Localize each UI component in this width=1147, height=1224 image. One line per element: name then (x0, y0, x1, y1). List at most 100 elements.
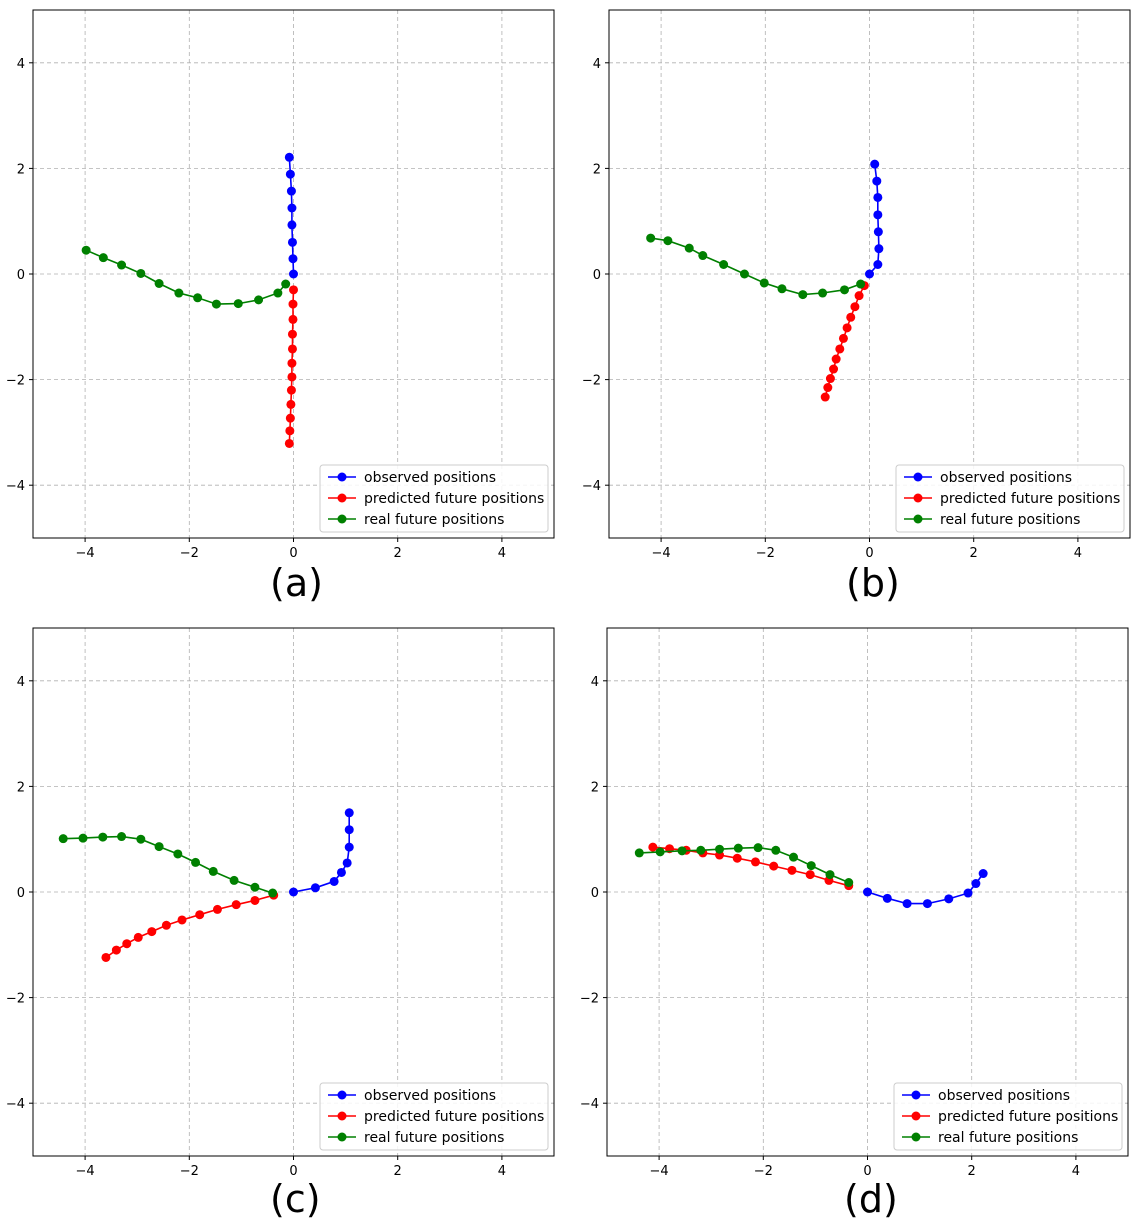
x-tick-label: 2 (394, 1164, 402, 1179)
x-tick-label: 2 (970, 546, 978, 561)
data-point (854, 291, 864, 301)
y-tick-label: 2 (17, 162, 25, 177)
series-line (85, 249, 287, 305)
legend-marker (911, 1111, 921, 1121)
legend-label: real future positions (938, 1130, 1078, 1146)
data-point (147, 927, 157, 937)
chart-a: −4 −2 0 2 4 −4 −2 0 2 4 observed positions predicte… (6, 9, 555, 561)
y-tick-label: −2 (6, 992, 25, 1007)
data-point (732, 853, 742, 863)
data-point (655, 847, 665, 857)
x-tick-label: −2 (180, 546, 199, 561)
data-point (191, 857, 201, 867)
legend-label: predicted future positions (364, 491, 544, 507)
data-point (698, 251, 708, 261)
data-point (684, 243, 694, 253)
data-point (634, 848, 644, 858)
data-point (863, 887, 872, 897)
data-point (342, 858, 352, 868)
data-point (963, 888, 973, 898)
x-tick-label: −4 (652, 546, 671, 561)
data-point (978, 869, 988, 879)
data-point (161, 920, 171, 930)
data-point (287, 203, 297, 213)
series-group (101, 890, 279, 962)
data-point (798, 290, 808, 300)
data-point (98, 253, 108, 263)
data-point (231, 900, 241, 910)
data-point (98, 832, 108, 842)
data-point (273, 288, 283, 298)
data-point (846, 312, 856, 322)
data-point (101, 952, 111, 962)
legend-label: observed positions (938, 1088, 1070, 1104)
data-point (287, 358, 297, 368)
series-group (863, 869, 988, 909)
series-group (634, 843, 854, 887)
data-point (173, 849, 183, 859)
y-tick-label: 0 (591, 886, 599, 901)
legend: observed positions predicted future posit… (893, 1082, 1123, 1151)
legend-marker (913, 472, 923, 482)
data-point (789, 852, 799, 862)
data-point (922, 899, 932, 909)
data-point (829, 364, 839, 374)
data-point (285, 413, 295, 423)
data-point (117, 260, 127, 270)
data-point (865, 269, 874, 279)
y-tick-label: 4 (591, 675, 599, 690)
data-point (820, 392, 830, 402)
data-point (823, 383, 833, 393)
data-point (122, 939, 132, 949)
chart-panel-b: −4 −2 0 2 4 −4 −2 0 2 4 observed positions predicte… (576, 0, 1147, 612)
x-tick-label: −2 (180, 1164, 199, 1179)
legend-label: observed positions (364, 1088, 496, 1104)
data-point (646, 233, 656, 243)
legend-label: predicted future positions (364, 1109, 544, 1125)
y-tick-label: 0 (17, 268, 25, 283)
legend-box (895, 464, 1125, 533)
data-point (872, 176, 882, 186)
x-tick-label: 2 (968, 1164, 976, 1179)
data-point (944, 894, 954, 904)
data-point (733, 843, 743, 853)
data-point (696, 845, 706, 855)
data-point (831, 354, 841, 364)
y-tick-label: 4 (593, 57, 601, 72)
data-point (902, 899, 912, 909)
y-tick-label: −2 (6, 374, 25, 389)
data-point (287, 344, 297, 354)
data-point (771, 845, 781, 855)
data-point (753, 843, 763, 853)
legend-marker (337, 1111, 347, 1121)
caption-a: (a) (270, 561, 323, 605)
data-point (310, 883, 320, 893)
data-point (268, 888, 278, 898)
data-point (856, 279, 866, 289)
data-point (195, 910, 205, 920)
data-point (288, 254, 298, 264)
legend-label: observed positions (940, 470, 1072, 486)
legend-marker (337, 1132, 347, 1142)
series-line (293, 812, 351, 893)
legend-marker (911, 1090, 921, 1100)
data-point (750, 857, 760, 867)
data-point (971, 879, 981, 889)
data-point (58, 834, 68, 844)
data-point (81, 245, 91, 255)
legend: observed positions predicted future posit… (319, 1082, 549, 1151)
legend: observed positions predicted future posit… (319, 464, 549, 533)
chart-d: −4 −2 0 2 4 −4 −2 0 2 4 observed positions predicte… (580, 627, 1129, 1179)
data-point (287, 237, 297, 247)
data-point (806, 861, 816, 871)
data-point (281, 279, 291, 289)
series-group (284, 285, 298, 448)
chart-panel-d: −4 −2 0 2 4 −4 −2 0 2 4 observed positions predicte… (576, 612, 1147, 1224)
data-point (133, 932, 143, 942)
data-point (78, 833, 88, 843)
data-point (329, 876, 339, 886)
y-tick-label: 0 (17, 886, 25, 901)
data-point (286, 186, 296, 196)
y-tick-label: 4 (17, 675, 25, 690)
legend-marker (337, 514, 347, 524)
